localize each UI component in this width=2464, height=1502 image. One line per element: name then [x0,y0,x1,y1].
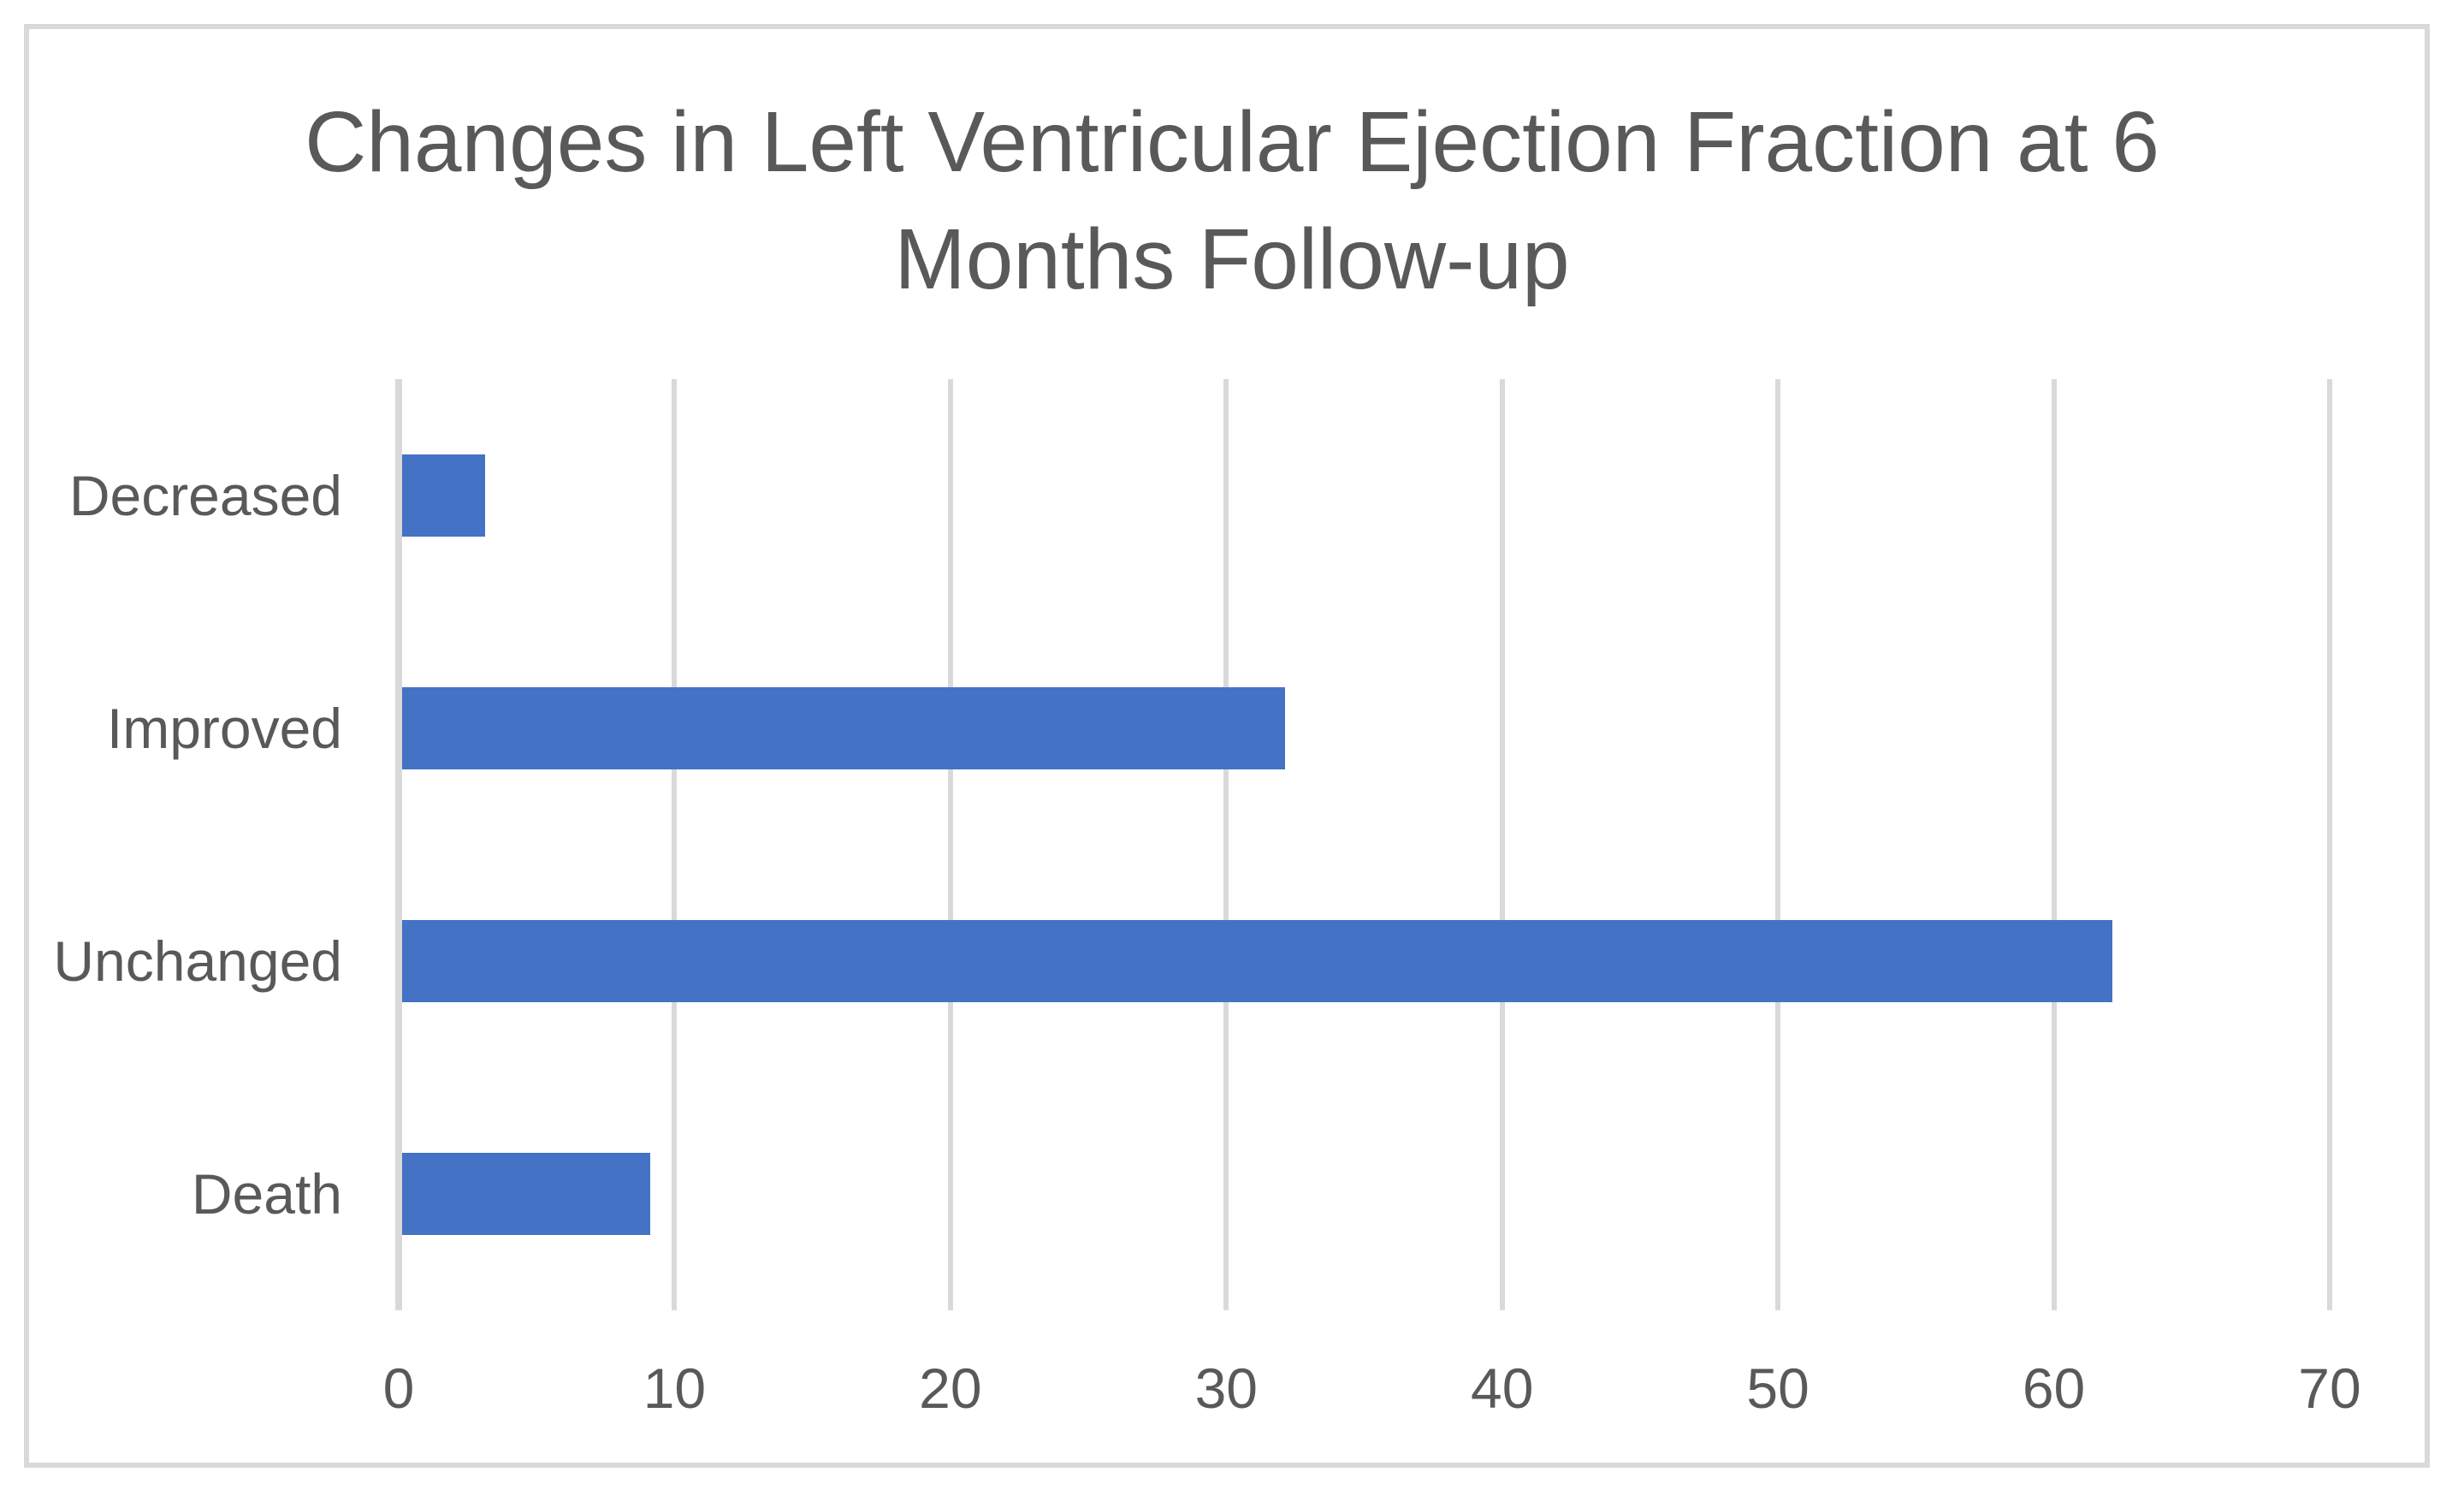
bar-death [402,1153,650,1235]
chart-title-line-1: Changes in Left Ventricular Ejection Fra… [305,94,2159,190]
tick-label-10: 10 [643,1357,707,1420]
gridline-40 [1499,379,1505,1310]
tick-label-40: 40 [1470,1357,1534,1420]
chart-title-line-2: Months Follow-up [894,211,1570,307]
tick-label-30: 30 [1194,1357,1258,1420]
tick-label-60: 60 [2022,1357,2086,1420]
bar-decreased [402,454,485,537]
gridline-10 [672,379,678,1310]
plot-area [399,379,2330,1310]
gridline-30 [1223,379,1229,1310]
gridline-70 [2327,379,2332,1310]
bar-improved [402,687,1285,769]
gridline-50 [1775,379,1781,1310]
chart-title: Changes in Left Ventricular Ejection Fra… [0,84,2464,318]
gridline-60 [2051,379,2057,1310]
tick-label-50: 50 [1746,1357,1810,1420]
category-label-death: Death [191,1162,342,1226]
category-label-unchanged: Unchanged [53,929,342,993]
tick-label-70: 70 [2298,1357,2361,1420]
category-label-decreased: Decreased [68,464,342,527]
bar-unchanged [402,920,2112,1002]
tick-label-20: 20 [919,1357,982,1420]
gridline-20 [947,379,953,1310]
tick-label-0: 0 [382,1357,415,1420]
category-label-improved: Improved [106,697,342,760]
gridline-0 [395,379,402,1310]
